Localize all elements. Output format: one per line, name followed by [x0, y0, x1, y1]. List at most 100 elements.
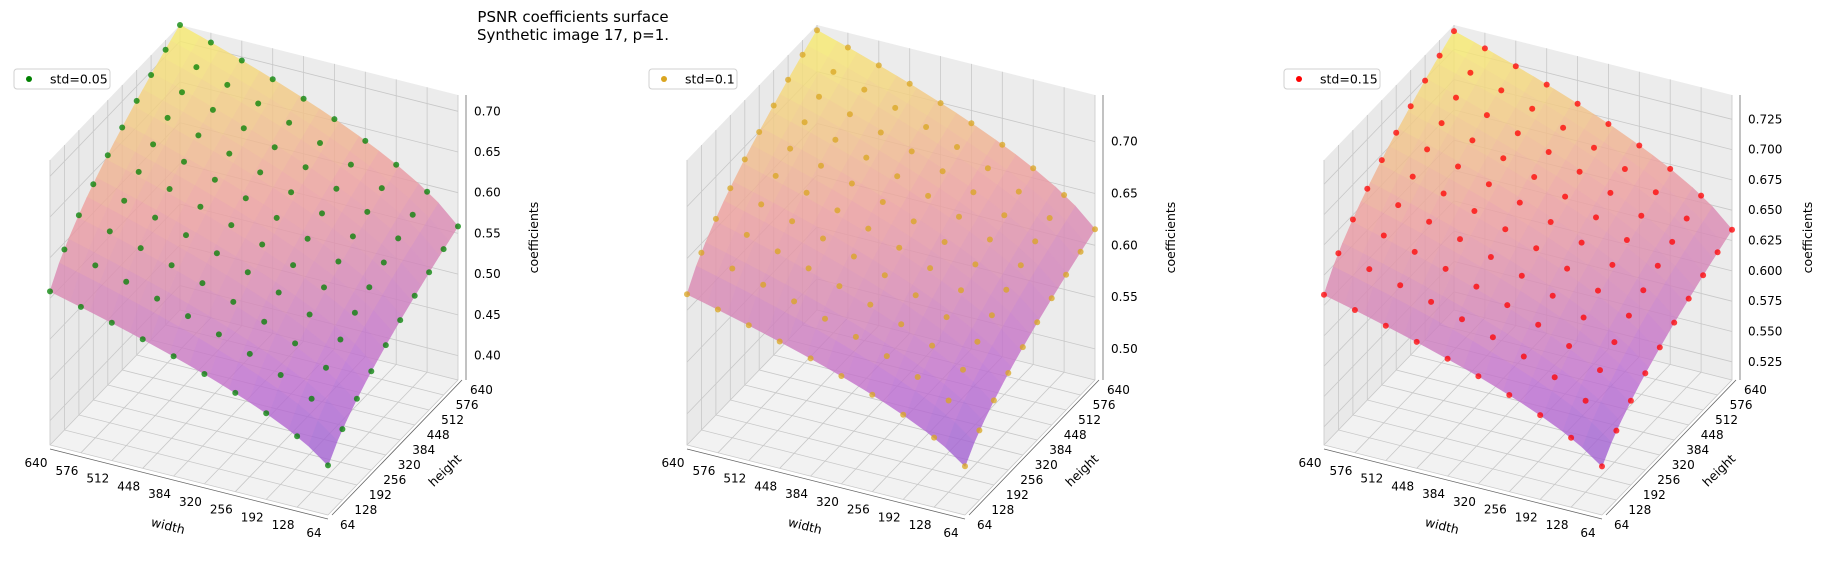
data-point	[927, 265, 934, 272]
data-point	[61, 246, 68, 253]
data-point	[1438, 120, 1445, 127]
data-point	[714, 306, 721, 313]
data-point	[1698, 192, 1705, 199]
data-point	[378, 185, 385, 192]
data-point	[292, 340, 299, 347]
data-point	[972, 261, 979, 268]
data-point	[937, 100, 944, 107]
data-point	[1636, 142, 1643, 149]
data-point	[818, 162, 824, 169]
data-point	[104, 152, 111, 159]
data-point	[1520, 353, 1527, 360]
data-point	[1700, 272, 1707, 279]
data-point	[1627, 397, 1634, 404]
data-point	[954, 144, 960, 150]
data-point	[154, 295, 161, 302]
data-point	[1378, 157, 1385, 164]
z-tick-label: 0.650	[1748, 203, 1782, 217]
data-point	[789, 218, 796, 225]
data-point	[1607, 189, 1614, 196]
surface-facet	[1323, 266, 1354, 305]
z-tick-label: 0.70	[474, 104, 501, 118]
width-tick-label: 320	[1453, 495, 1476, 509]
data-point	[801, 119, 808, 126]
data-point	[185, 313, 191, 320]
data-point	[968, 120, 975, 127]
subplot-2: 6412819225632038444851257664064128192256…	[648, 25, 1178, 540]
data-point	[1593, 214, 1599, 221]
data-point	[816, 93, 822, 100]
data-point	[914, 374, 921, 380]
width-tick-label: 576	[1329, 464, 1352, 478]
data-point	[1077, 248, 1084, 255]
width-tick-label: 640	[1299, 456, 1322, 470]
width-tick-label: 256	[210, 503, 233, 517]
data-point	[271, 144, 278, 151]
data-point	[1504, 302, 1511, 309]
data-point	[259, 241, 266, 248]
data-point	[179, 89, 185, 96]
data-point	[1518, 272, 1525, 279]
data-point	[1457, 236, 1463, 243]
data-point	[1019, 344, 1026, 351]
data-point	[807, 355, 814, 362]
data-point	[850, 253, 857, 260]
data-point	[898, 321, 905, 328]
data-point	[1533, 245, 1540, 252]
gridline-y	[64, 145, 343, 501]
data-point	[333, 185, 340, 192]
data-point	[108, 319, 115, 326]
figure-title-line1: PSNR coefficients surface	[477, 8, 669, 26]
height-tick-label: 64	[340, 518, 355, 532]
data-point	[302, 164, 309, 171]
height-tick-label: 576	[456, 398, 479, 412]
data-point	[1560, 124, 1567, 131]
data-point	[133, 97, 140, 104]
data-point	[232, 389, 239, 396]
z-tick-label: 0.70	[1111, 135, 1138, 149]
data-point	[861, 86, 868, 93]
data-point	[317, 140, 323, 146]
data-point	[931, 434, 938, 441]
data-point	[240, 125, 247, 132]
data-point	[246, 350, 253, 357]
data-point	[1030, 165, 1037, 172]
figure-title: PSNR coefficients surface Synthetic imag…	[0, 8, 1146, 44]
width-axis-line	[49, 448, 329, 520]
data-point	[1580, 314, 1587, 321]
data-point	[411, 292, 418, 299]
height-tick-label: 320	[1672, 458, 1695, 472]
height-tick-label: 448	[1064, 428, 1087, 442]
data-point	[166, 186, 173, 192]
data-point	[1537, 412, 1544, 419]
data-point	[275, 289, 282, 296]
data-point	[960, 366, 966, 373]
data-point	[756, 129, 763, 135]
data-point	[1609, 261, 1616, 268]
data-point	[366, 284, 373, 291]
data-point	[791, 298, 798, 305]
z-tick-label: 0.600	[1748, 264, 1782, 278]
data-point	[1640, 287, 1647, 294]
legend-box	[648, 68, 738, 90]
data-point	[152, 214, 159, 221]
figure-title-line2: Synthetic image 17, p=1.	[476, 26, 670, 44]
height-tick-label: 256	[1657, 473, 1680, 487]
data-point	[1048, 295, 1055, 302]
data-point	[353, 395, 360, 402]
data-point	[1514, 130, 1521, 137]
data-point	[820, 235, 826, 242]
data-point	[1422, 77, 1429, 84]
data-point	[148, 72, 155, 78]
width-tick-label: 64	[306, 526, 321, 540]
height-axis-line	[331, 379, 463, 516]
data-point	[925, 192, 932, 199]
data-point	[321, 284, 327, 291]
data-point	[894, 173, 901, 180]
z-tick-label: 0.60	[474, 186, 501, 200]
data-point	[836, 283, 843, 290]
height-tick-label: 640	[1107, 383, 1130, 397]
height-tick-label: 384	[1686, 443, 1709, 457]
width-tick-label: 576	[55, 464, 78, 478]
data-point	[830, 68, 837, 75]
